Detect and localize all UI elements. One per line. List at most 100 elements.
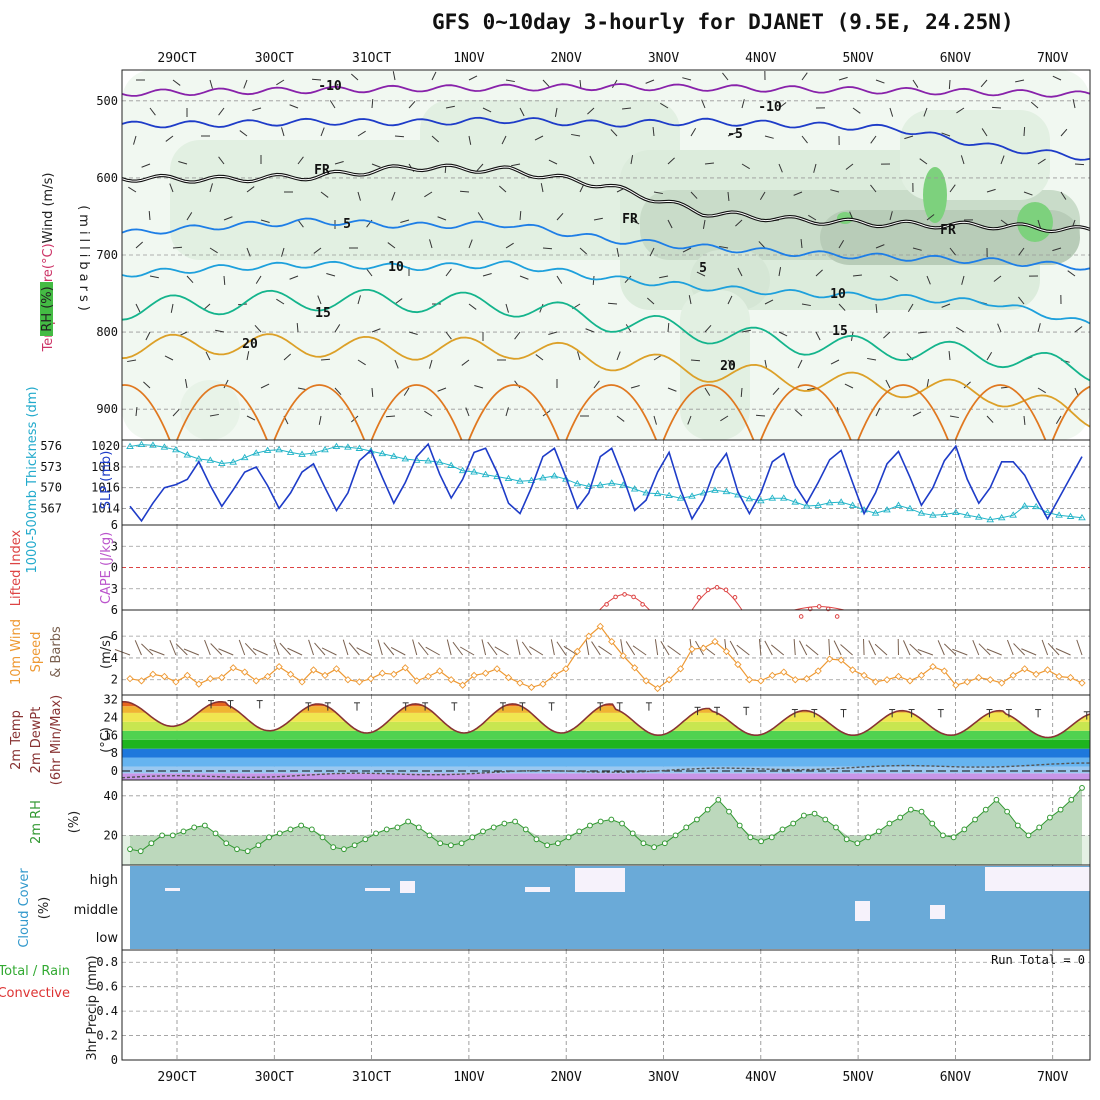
wind-barb [740,387,743,398]
wind-barb [320,191,329,198]
wind-speed-point [963,678,971,686]
wind-barb [830,359,840,365]
date-label-top: 30OCT [255,51,294,66]
wind-barb [223,379,229,389]
wind-barb-10m [1041,639,1049,656]
thickness-point [435,458,444,465]
run-total-label: Run Total = 0 [991,953,1085,967]
wind-barb [505,303,509,313]
wind-barb [246,247,251,257]
wind-barb-10m [487,641,498,656]
wind-speed-point [424,672,432,681]
rh-point [426,832,433,839]
wind-barb [772,387,780,396]
isotherm-25 [1051,385,1090,440]
wind-speed-point [367,675,375,683]
wind-barb [801,135,808,144]
wind-ylabel-b: Speed [29,632,44,673]
cloud-gap [400,881,415,893]
wind-barb-10m [348,642,360,656]
wind-barb [875,303,878,314]
wind-barb [431,71,437,81]
wind-barb [317,295,322,305]
wind-barb [281,127,285,137]
wind-barb [579,247,588,255]
rh-point [266,834,272,841]
isotherm-label: 5 [699,261,707,276]
rh-point [704,806,711,813]
wind-barb [127,359,137,363]
wind-barb [807,387,817,391]
wind-barb-10m [863,638,865,656]
thickness-point [607,479,616,486]
wind-barb [889,211,893,221]
wind-speed-point [745,676,754,684]
rh-point [469,834,476,841]
wind-barb-10m [563,645,578,656]
wind-barb [1023,126,1026,137]
thickness-point [527,476,536,483]
wind-barb [980,79,988,88]
isotherm-25 [370,384,463,440]
rh-point [137,848,144,855]
wind-barb [482,273,492,277]
rh-high-patch [923,167,947,223]
wind-barb-10m [218,648,234,656]
isotherm-label: -10 [758,100,782,115]
wind-speed-point [871,678,880,686]
wind-barb [184,379,188,389]
date-label-top: 4NOV [745,51,776,66]
wind-barb-10m [481,639,487,656]
isotherm-25 [954,384,1047,440]
wind-barb [838,240,845,249]
rh-point [512,818,518,825]
wind-barb-10m [390,647,406,656]
rh-point [244,848,251,855]
wind-barb [889,275,898,282]
wind-speed-point [573,647,581,656]
wind-barb-10m [529,646,544,656]
wind-barb [991,106,1002,109]
wind-speed-point [241,668,249,676]
rh-point [993,796,1000,803]
rh-point [619,820,625,827]
wind-barb [963,381,971,389]
lifted-index-point [723,587,729,593]
cloud-gap [165,888,180,891]
wind-barb [778,163,783,173]
wind-barb [793,191,803,196]
isotherm-10 [122,260,1090,325]
temp-tick-label: 16 [104,728,118,742]
wind-barb [357,295,361,305]
wind-barb [357,191,361,201]
wind-barb [260,383,270,389]
wind-barb-10m [591,641,601,656]
lifted-index-point [631,594,636,600]
wind-barb [218,107,225,116]
wind-speed-point [940,667,948,675]
wind-barb [870,135,877,144]
wind-barb [209,79,213,89]
wind-barb-10m [840,644,853,656]
wind-barb [445,105,455,109]
rh-point [940,832,946,839]
wind-barb [385,415,396,418]
wind-barb [616,415,625,422]
wind-barb-10m [377,639,383,656]
wind-barb [852,274,863,277]
wind-barb [148,210,151,221]
wind-barb-10m [972,639,980,656]
isotherm--10 [122,83,1090,98]
wind-barb [704,387,711,396]
isotherm-25 [662,384,755,440]
wind-barb-10m [1006,639,1014,656]
wind-barb [391,191,396,201]
date-label-bottom: 6NOV [940,1070,971,1085]
thickness-point [791,498,800,505]
rh-point [330,844,337,851]
wind-speed-point [1021,665,1029,673]
cloud-gap [365,888,390,891]
wind-barb [334,161,344,165]
wind-barb [645,79,655,84]
wind-speed-point [780,668,788,676]
